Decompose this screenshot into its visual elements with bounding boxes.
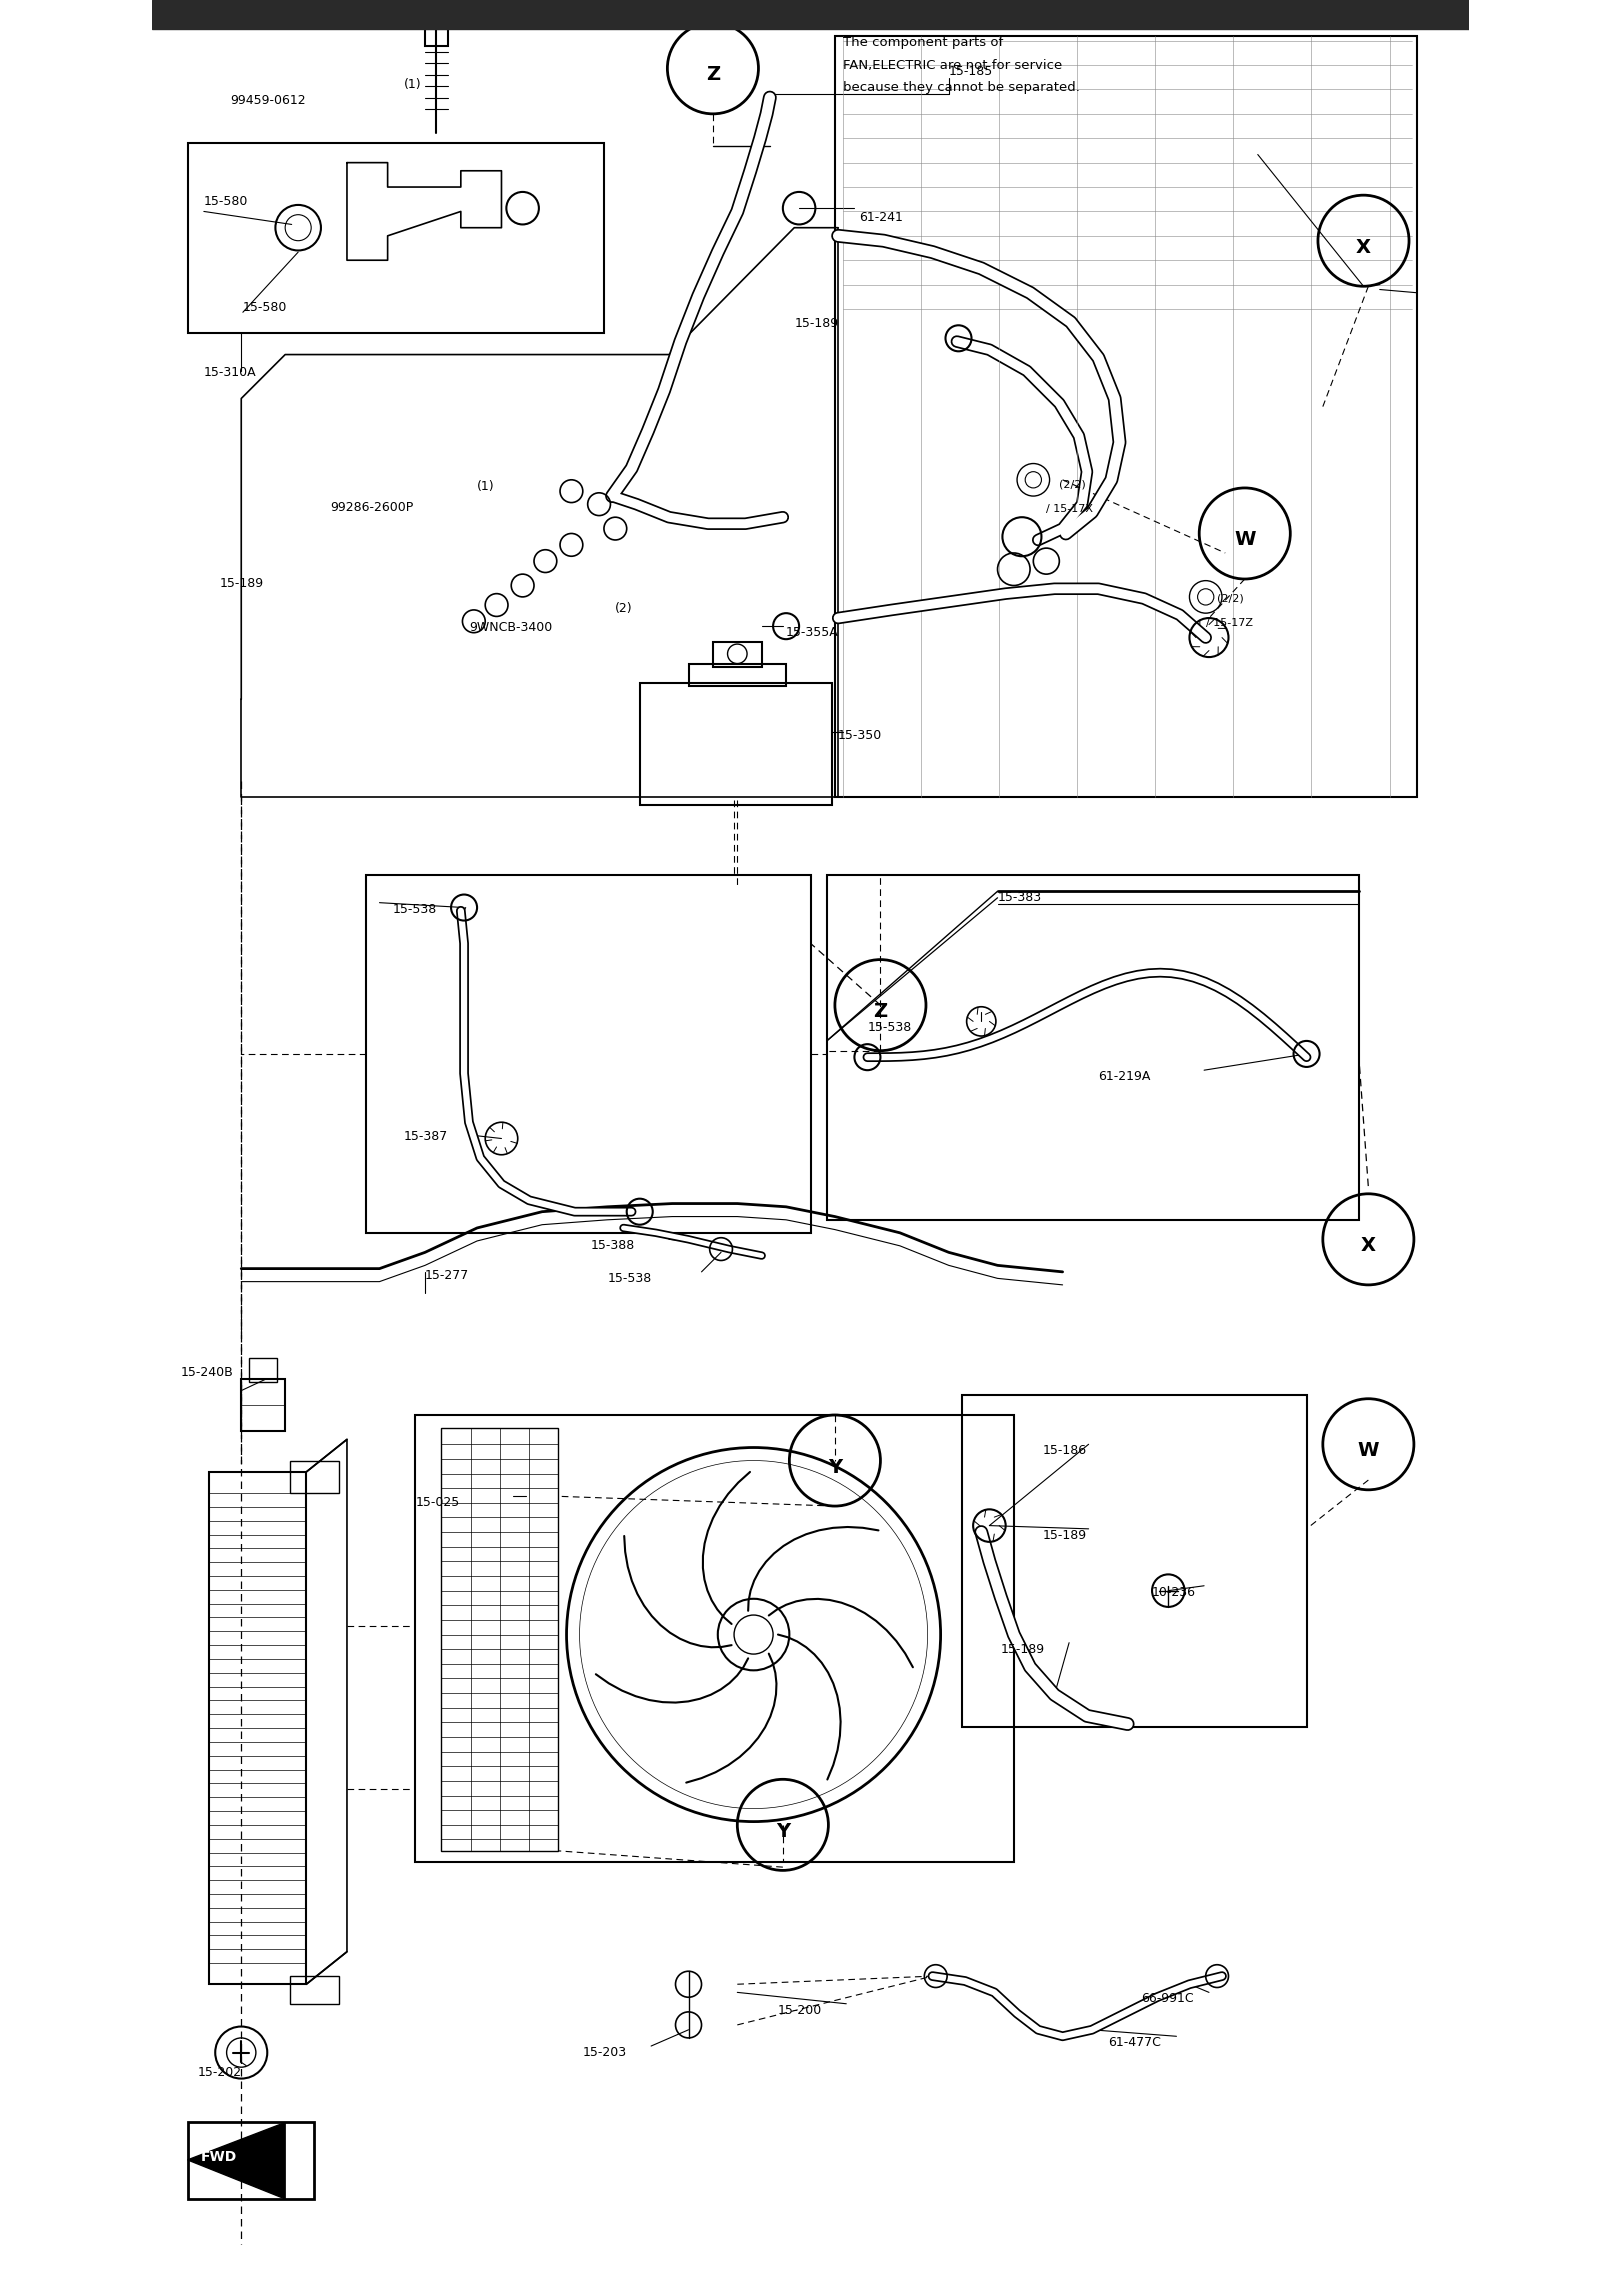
Text: 15-185: 15-185: [948, 66, 994, 77]
Text: 15-200: 15-200: [778, 2004, 822, 2017]
Text: 15-388: 15-388: [592, 1239, 635, 1252]
Text: / 15-17X: / 15-17X: [1046, 503, 1093, 515]
Bar: [250, 1357, 277, 1382]
Text: 15-277: 15-277: [425, 1268, 470, 1282]
Text: Z: Z: [874, 1002, 888, 1020]
Text: X: X: [1357, 237, 1371, 257]
Text: 15-189: 15-189: [1042, 1528, 1088, 1542]
Bar: [242, 1380, 285, 1432]
Text: FWD: FWD: [201, 2149, 237, 2163]
Bar: [689, 663, 786, 685]
Bar: [209, 1471, 306, 1983]
Text: 15-240B: 15-240B: [182, 1366, 233, 1380]
Text: 15-580: 15-580: [204, 196, 248, 207]
Text: (2): (2): [616, 601, 632, 615]
Text: 15-189: 15-189: [794, 317, 838, 330]
Bar: [441, 1428, 558, 1851]
Text: (2/2): (2/2): [1060, 480, 1086, 490]
Text: 15-387: 15-387: [404, 1129, 447, 1143]
Text: 15-538: 15-538: [608, 1273, 652, 1284]
Text: 61-219A: 61-219A: [1099, 1070, 1151, 1084]
Text: Y: Y: [776, 1822, 789, 1840]
Text: FAN,ELECTRIC are not for service: FAN,ELECTRIC are not for service: [843, 59, 1062, 71]
Bar: [827, 874, 1358, 1220]
Bar: [425, 30, 447, 46]
Bar: [188, 2122, 314, 2200]
Bar: [835, 36, 1417, 797]
Text: W: W: [1358, 1441, 1379, 1460]
Bar: [290, 1460, 339, 1494]
Text: 15-025: 15-025: [415, 1496, 459, 1510]
Text: 15-186: 15-186: [1042, 1444, 1088, 1457]
Polygon shape: [188, 2122, 285, 2200]
Text: W: W: [1234, 531, 1256, 549]
Text: 15-350: 15-350: [838, 729, 882, 742]
Text: 15-538: 15-538: [867, 1022, 911, 1034]
Text: Z: Z: [705, 66, 720, 84]
Bar: [152, 0, 1469, 30]
Bar: [640, 683, 832, 806]
Text: (1): (1): [477, 480, 494, 492]
Text: 15-538: 15-538: [392, 902, 436, 915]
Text: 15-580: 15-580: [243, 301, 287, 314]
Text: 15-310A: 15-310A: [204, 367, 256, 378]
Text: 15-383: 15-383: [997, 890, 1042, 904]
Text: 15-189: 15-189: [220, 578, 264, 590]
Text: The component parts of: The component parts of: [843, 36, 1003, 48]
Text: because they cannot be separated.: because they cannot be separated.: [843, 82, 1080, 93]
Text: (2/2): (2/2): [1217, 594, 1243, 603]
Text: X: X: [1362, 1236, 1376, 1255]
Text: 61-241: 61-241: [859, 212, 903, 225]
Bar: [188, 143, 605, 332]
Text: 15-202: 15-202: [198, 2065, 242, 2079]
Bar: [415, 1414, 1013, 1863]
Text: 9WNCB-3400: 9WNCB-3400: [468, 622, 553, 635]
Text: 15-189: 15-189: [1000, 1642, 1046, 1655]
Bar: [961, 1396, 1307, 1728]
Text: / 15-17Z: / 15-17Z: [1206, 617, 1253, 628]
Text: 10-236: 10-236: [1153, 1585, 1196, 1598]
Text: Y: Y: [828, 1457, 841, 1475]
Text: 99459-0612: 99459-0612: [230, 93, 305, 107]
Text: 61-477C: 61-477C: [1109, 2036, 1161, 2049]
Text: (1): (1): [404, 77, 421, 91]
Bar: [366, 874, 810, 1232]
Text: 15-355A: 15-355A: [786, 626, 838, 640]
Bar: [290, 1976, 339, 2004]
Text: 15-203: 15-203: [584, 2047, 627, 2058]
Bar: [713, 642, 762, 667]
Text: 66-991C: 66-991C: [1141, 1992, 1193, 2006]
Text: 99286-2600P: 99286-2600P: [331, 501, 413, 515]
